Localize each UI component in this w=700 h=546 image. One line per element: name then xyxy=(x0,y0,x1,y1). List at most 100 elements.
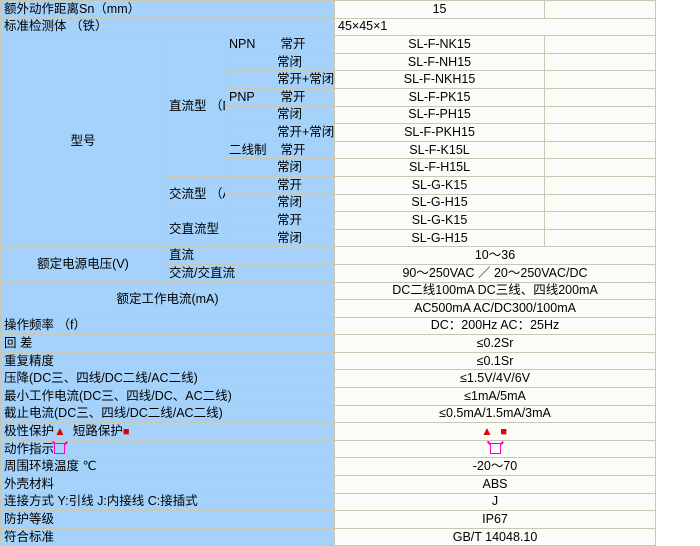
table-row-cutoff-current: 截止电流(DC三、四线/DC二线/AC二线) ≤0.5mA/1.5mA/3mA xyxy=(0,404,657,424)
ac-nc-label: 常闭 xyxy=(224,193,336,213)
material-label: 外壳材料 xyxy=(0,475,336,494)
pnp-nonc-label: 常开+常闭 xyxy=(224,123,336,142)
voltage-label: 额定电源电压(V) xyxy=(0,246,166,283)
empty-cell xyxy=(544,211,657,230)
empty-cell xyxy=(544,123,657,142)
npn-nonc-label: 常开+常闭 xyxy=(224,70,336,89)
model-value: SL-F-NKH15 xyxy=(334,70,546,89)
contact-type-label: 常闭 xyxy=(277,230,303,245)
table-row-connection: 连接方式 Y:引线 J:内接线 C:接插式 J xyxy=(0,492,657,512)
contact-type-label: 常开 xyxy=(280,142,306,157)
ac-type-label: 交流型 （AC） xyxy=(165,175,226,213)
connection-value: J xyxy=(334,492,657,512)
model-value: SL-F-K15L xyxy=(334,140,546,160)
table-row-min-current: 最小工作电流(DC三、四线/DC、AC二线) ≤1mA/5mA xyxy=(0,387,657,406)
twowire-label: 二线制 xyxy=(229,142,267,157)
protection-value: ▲ ■ xyxy=(334,422,657,441)
contact-type-label: 常闭 xyxy=(277,107,303,122)
contact-type-label: 常开+常闭 xyxy=(277,124,335,139)
contact-type-label: 常开+常闭 xyxy=(277,72,335,87)
model-value: SL-F-H15L xyxy=(334,158,546,177)
dc-type-label: 直流型 （DC） xyxy=(165,35,226,177)
empty-cell xyxy=(544,35,657,54)
empty-cell xyxy=(544,105,657,125)
contact-type-label: 常开 xyxy=(280,89,306,104)
model-value: SL-G-H15 xyxy=(334,193,546,213)
connection-label: 连接方式 Y:引线 J:内接线 C:接插式 xyxy=(0,492,336,512)
triangle-icon: ▲ xyxy=(54,423,66,438)
table-row-voltage-dc: 额定电源电压(V) 直流 10～36 xyxy=(0,246,657,283)
table-row-sn: 额外动作距离Sn（mm） 15 xyxy=(0,0,657,19)
min-current-value: ≤1mA/5mA xyxy=(334,387,657,406)
voltage-ac-value: 90～250VAC ／ 20～250VAC/DC xyxy=(334,263,657,283)
table-row-target: 标准检测体 （铁） 45×45×1 xyxy=(0,17,657,37)
table-row-model-10: 常闭 SL-G-H15 xyxy=(1,193,657,213)
repeatability-label: 重复精度 xyxy=(0,351,336,371)
model-value: SL-G-H15 xyxy=(334,228,546,248)
model-label: 型号 xyxy=(0,35,166,248)
model-value: SL-F-PK15 xyxy=(334,87,546,107)
model-value: SL-F-NH15 xyxy=(334,52,546,72)
pnp-label: PNP xyxy=(229,89,255,104)
empty-cell xyxy=(544,158,657,177)
table-row-indicator: 动作指示 xyxy=(0,439,657,459)
model-value: SL-G-K15 xyxy=(334,211,546,230)
table-row-repeatability: 重复精度 ≤0.1Sr xyxy=(0,351,657,371)
contact-type-label: 常开 xyxy=(277,177,303,192)
hysteresis-label: 回 差 xyxy=(0,334,336,353)
ip-rating-value: IP67 xyxy=(334,510,657,529)
empty-cell xyxy=(544,70,657,89)
protection-label: 极性保护▲ 短路保护■ xyxy=(0,422,336,441)
contact-type-label: 常闭 xyxy=(277,195,303,210)
specification-table: 额外动作距离Sn（mm） 15 标准检测体 （铁） 45×45×1 型号 直流型… xyxy=(0,0,656,546)
contact-type-label: 常闭 xyxy=(277,160,303,175)
short-circuit-protection-label: 短路保护 xyxy=(72,423,123,438)
empty-cell xyxy=(544,175,657,195)
polarity-protection-label: 极性保护 xyxy=(4,423,55,438)
table-row-voltage-ac: 交流/交直流 90～250VAC ／ 20～250VAC/DC xyxy=(1,263,657,283)
table-row-model-2: 常闭 SL-F-NH15 xyxy=(1,52,657,72)
material-value: ABS xyxy=(334,475,657,494)
table-row-model-4: PNP 常开 SL-F-PK15 xyxy=(1,87,657,107)
indicator-value xyxy=(334,439,657,459)
empty-cell xyxy=(544,193,657,213)
sn-label: 额外动作距离Sn（mm） xyxy=(0,0,336,19)
contact-type-label: 常闭 xyxy=(277,54,303,69)
hysteresis-value: ≤0.2Sr xyxy=(334,334,657,353)
twowire-nc-label: 常闭 xyxy=(224,158,336,177)
table-row-model-8: 常闭 SL-F-H15L xyxy=(1,158,657,177)
voltage-dc-label: 直流 xyxy=(164,246,336,265)
table-row-standard: 符合标准 GB/T 14048.10 xyxy=(0,527,657,546)
target-label: 标准检测体 （铁） xyxy=(0,17,336,37)
table-row-model-1: 型号 直流型 （DC） NPN 常开 SL-F-NK15 xyxy=(0,35,657,248)
npn-label: NPN xyxy=(229,36,256,51)
table-row-model-7: 二线制 常开 SL-F-K15L xyxy=(1,140,657,160)
table-row-hysteresis: 回 差 ≤0.2Sr xyxy=(0,334,657,353)
model-value: SL-G-K15 xyxy=(334,175,546,195)
table-row-frequency: 操作频率 （f） DC：200Hz AC：25Hz xyxy=(0,316,657,336)
empty-cell xyxy=(544,52,657,72)
acdc-nc-label: 常闭 xyxy=(224,228,336,248)
contact-type-label: 常开 xyxy=(280,36,306,51)
table-row-model-6: 常开+常闭 SL-F-PKH15 xyxy=(1,123,657,142)
empty-cell xyxy=(544,228,657,248)
ip-rating-label: 防护等级 xyxy=(0,510,336,529)
acdc-no-label: 常开 xyxy=(224,211,336,230)
voltage-ac-label: 交流/交直流 xyxy=(164,263,336,283)
pnp-no-label: PNP 常开 xyxy=(224,87,336,107)
model-value: SL-F-NK15 xyxy=(334,35,546,54)
table-row-material: 外壳材料 ABS xyxy=(0,475,657,494)
indicator-text: 动作指示 xyxy=(4,441,55,456)
frequency-value: DC：200Hz AC：25Hz xyxy=(334,316,657,336)
table-row-model-12: 常闭 SL-G-H15 xyxy=(1,228,657,248)
current-value-2: AC500mA AC/DC300/100mA xyxy=(334,299,657,318)
voltage-drop-label: 压降(DC三、四线/DC二线/AC二线) xyxy=(0,369,336,389)
npn-nc-label: 常闭 xyxy=(224,52,336,72)
empty-cell xyxy=(544,140,657,160)
temperature-label: 周围环境温度 ℃ xyxy=(0,457,336,477)
ac-no-label: 常开 xyxy=(224,175,336,195)
table-row-protection: 极性保护▲ 短路保护■ ▲ ■ xyxy=(0,422,657,441)
table-row-temperature: 周围环境温度 ℃ -20～70 xyxy=(0,457,657,477)
cutoff-current-label: 截止电流(DC三、四线/DC二线/AC二线) xyxy=(0,404,336,424)
sn-value: 15 xyxy=(334,0,546,19)
